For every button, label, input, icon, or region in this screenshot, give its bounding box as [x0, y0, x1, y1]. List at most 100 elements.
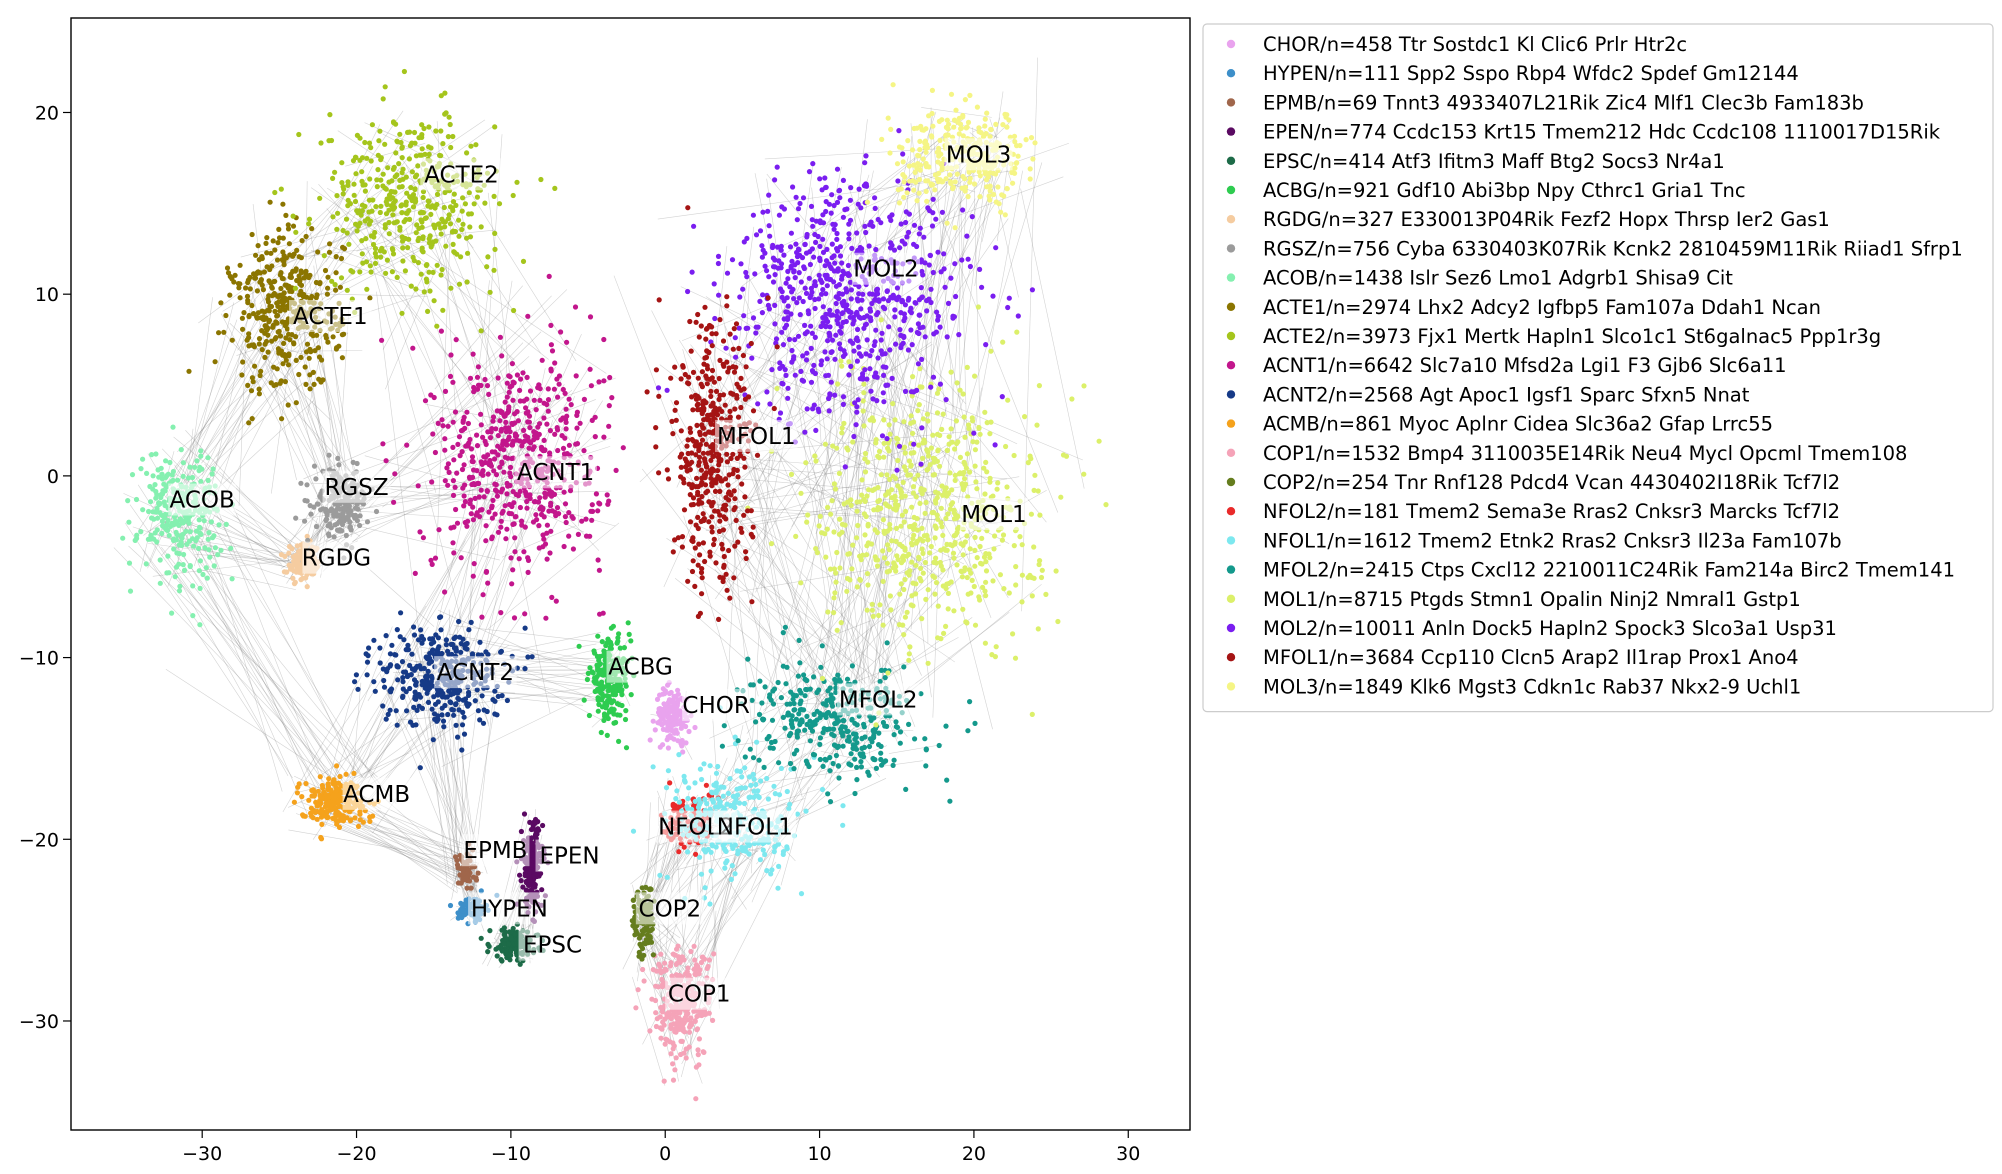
- cell-point: [181, 551, 187, 558]
- cell-point: [501, 931, 507, 938]
- cell-point: [412, 140, 418, 146]
- cell-point: [386, 231, 392, 237]
- neighbor-edge: [463, 689, 598, 700]
- neighbor-edge: [958, 179, 961, 403]
- cell-point: [605, 501, 611, 507]
- cell-point: [330, 175, 336, 181]
- cell-point: [574, 409, 581, 415]
- cell-point: [392, 174, 398, 180]
- cell-point: [317, 280, 323, 286]
- neighbor-edge: [359, 210, 549, 360]
- cell-point: [527, 877, 533, 883]
- cell-point: [198, 531, 204, 538]
- cell-point: [326, 776, 332, 782]
- cell-point: [341, 331, 347, 337]
- cell-point: [683, 740, 689, 746]
- cell-point: [558, 329, 564, 335]
- cell-point: [166, 532, 172, 539]
- cell-point: [359, 155, 366, 161]
- cell-point: [674, 730, 680, 736]
- cell-point: [450, 540, 456, 546]
- cell-point: [456, 912, 463, 918]
- cell-point: [271, 364, 277, 370]
- cell-point: [531, 397, 537, 403]
- cell-point: [456, 233, 462, 239]
- cell-point: [304, 584, 310, 590]
- cell-point: [198, 478, 204, 485]
- cell-point: [554, 376, 560, 382]
- cell-point: [382, 84, 388, 90]
- cell-point: [337, 284, 343, 290]
- cell-point: [650, 718, 656, 724]
- cell-point: [249, 302, 255, 309]
- cell-point: [462, 201, 468, 207]
- cell-point: [518, 828, 525, 835]
- cell-point: [447, 221, 454, 227]
- cell-point: [303, 575, 309, 581]
- cell-point: [459, 722, 466, 728]
- cell-point: [405, 672, 411, 679]
- neighbor-edge: [308, 124, 496, 260]
- neighbor-edge: [658, 935, 675, 951]
- cell-point: [650, 952, 657, 958]
- neighbor-edge: [307, 360, 320, 416]
- cell-point: [403, 199, 409, 205]
- cell-point: [377, 660, 383, 666]
- cell-point: [581, 697, 587, 703]
- neighbor-edge: [178, 506, 328, 813]
- cell-point: [245, 279, 251, 286]
- neighbor-edge: [416, 665, 465, 873]
- cell-point: [426, 124, 432, 130]
- cell-point: [699, 776, 705, 783]
- cell-point: [138, 466, 144, 472]
- cell-point: [518, 878, 524, 884]
- cell-point: [599, 672, 605, 678]
- neighbor-edge: [739, 566, 891, 592]
- cell-point: [425, 198, 431, 204]
- cell-point: [480, 468, 486, 474]
- cell-point: [176, 588, 183, 594]
- cell-point: [490, 497, 496, 503]
- cell-point: [362, 203, 368, 209]
- cell-point: [138, 529, 144, 535]
- cell-point: [440, 423, 446, 429]
- cell-point: [373, 508, 380, 515]
- cell-point: [252, 363, 258, 369]
- cell-point: [337, 773, 343, 780]
- cell-point: [442, 447, 448, 453]
- cell-point: [657, 1014, 663, 1020]
- cell-point: [413, 198, 419, 204]
- cell-point: [267, 199, 273, 205]
- cell-point: [460, 195, 466, 201]
- cell-point: [616, 631, 622, 637]
- cell-point: [264, 250, 270, 256]
- cell-point: [399, 144, 405, 150]
- cell-point: [537, 495, 543, 501]
- cell-point: [228, 545, 234, 552]
- neighbor-edge: [129, 504, 340, 806]
- cell-point: [328, 806, 335, 813]
- cell-point: [691, 943, 697, 949]
- cell-point: [204, 575, 210, 581]
- cell-point: [241, 310, 247, 316]
- cell-point: [518, 376, 524, 382]
- cell-point: [483, 538, 489, 544]
- cell-point: [459, 466, 466, 473]
- cell-point: [425, 308, 431, 314]
- cell-point: [497, 418, 503, 424]
- cell-point: [468, 885, 474, 891]
- cell-point: [555, 447, 561, 454]
- cell-point: [589, 517, 595, 523]
- cell-point: [416, 135, 422, 141]
- neighbor-edge: [337, 822, 478, 887]
- cell-point: [686, 1029, 693, 1035]
- cell-point: [628, 692, 634, 698]
- neighbor-edge: [766, 178, 847, 741]
- cell-point: [412, 689, 418, 695]
- cell-point: [514, 372, 521, 378]
- cell-point: [442, 436, 448, 442]
- cell-point: [317, 195, 323, 201]
- cell-point: [476, 480, 482, 487]
- cell-point: [443, 642, 449, 648]
- cell-point: [370, 241, 377, 248]
